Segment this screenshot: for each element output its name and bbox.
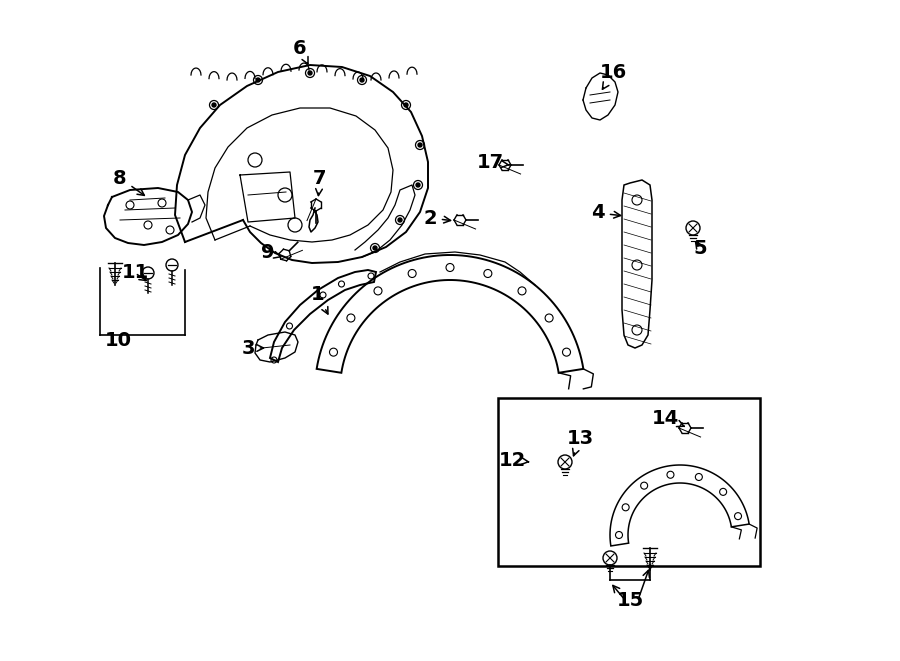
- Text: 11: 11: [122, 264, 148, 282]
- Text: 13: 13: [566, 428, 594, 456]
- Circle shape: [256, 78, 260, 82]
- Text: 4: 4: [591, 204, 620, 223]
- Circle shape: [418, 143, 422, 147]
- Text: 8: 8: [113, 169, 144, 196]
- Circle shape: [308, 71, 312, 75]
- Text: 10: 10: [104, 330, 131, 350]
- Text: 6: 6: [293, 38, 308, 64]
- Text: 17: 17: [476, 153, 509, 173]
- Circle shape: [404, 103, 408, 107]
- Circle shape: [398, 218, 402, 222]
- Text: 9: 9: [261, 243, 281, 262]
- Text: 12: 12: [499, 451, 529, 469]
- Text: 14: 14: [652, 408, 684, 428]
- Circle shape: [212, 103, 216, 107]
- Bar: [498, 398, 760, 566]
- Circle shape: [373, 246, 377, 250]
- Text: 15: 15: [616, 590, 643, 609]
- Text: 1: 1: [311, 286, 328, 314]
- Circle shape: [360, 78, 364, 82]
- Text: 3: 3: [241, 338, 264, 358]
- Text: 5: 5: [693, 239, 706, 258]
- Text: 16: 16: [599, 63, 626, 89]
- Text: 2: 2: [423, 208, 451, 227]
- Text: 7: 7: [313, 169, 327, 196]
- Circle shape: [416, 183, 420, 187]
